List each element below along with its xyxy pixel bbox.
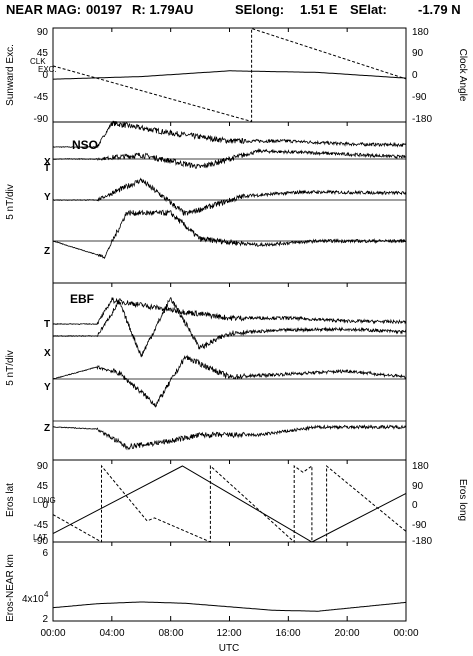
x-tick-label-1600: 16:00 <box>275 628 300 639</box>
eros-longitude-line <box>52 465 407 543</box>
nso-trace-t <box>52 120 407 149</box>
panel-dist-frame <box>52 541 407 622</box>
top-right-tick-180: 180 <box>412 27 429 38</box>
ebf-trace-t <box>52 297 407 325</box>
x-tick-label-1200: 12:00 <box>216 628 241 639</box>
x-axis-ticks <box>52 28 407 621</box>
nso-trace-label-x: X <box>44 157 51 168</box>
nso-trace-y <box>52 177 407 217</box>
top-right-tick-0: 0 <box>412 70 418 81</box>
panel-nso-frame <box>52 121 407 284</box>
ebf-ylabel: 5 nT/div <box>5 350 16 386</box>
eros-lat-label: LAT <box>33 533 47 542</box>
eros-right-tick-90: 90 <box>412 481 424 492</box>
nso-title: NSO <box>72 138 98 152</box>
eros-left-tick-90: 90 <box>37 461 49 472</box>
header-selong-label: SElong: <box>235 2 284 17</box>
top-right-tick-m90: -90 <box>412 92 427 103</box>
eros-left-tick-m90: -90 <box>34 536 49 547</box>
x-tick-label-0400: 04:00 <box>99 628 124 639</box>
ebf-trace-label-x: X <box>44 348 51 359</box>
eros-right-tick-m180: -180 <box>412 536 432 547</box>
ebf-trace-y <box>52 354 407 408</box>
top-left-tick-m45: -45 <box>34 92 49 103</box>
ebf-trace-z <box>52 424 407 451</box>
top-right-tick-m180: -180 <box>412 114 432 125</box>
panel-eros-frame <box>52 459 407 543</box>
top-left-tick-m90: -90 <box>34 114 49 125</box>
nso-trace-label-z: Z <box>44 246 50 257</box>
ebf-trace-x <box>52 297 407 358</box>
nso-trace-label-y: Y <box>44 192 51 203</box>
ebf-trace-label-y: Y <box>44 382 51 393</box>
nso-trace-label-t: T <box>44 163 50 174</box>
header-distance: R: 1.79AU <box>132 2 193 17</box>
dist-tick-2: 2 <box>42 614 48 625</box>
x-tick-label-2400: 00:00 <box>393 628 418 639</box>
eros-near-distance-line <box>52 601 407 612</box>
dist-axis-label: Eros-NEAR km <box>5 554 16 622</box>
clock-angle-line <box>52 27 407 123</box>
eros-long-label: LONG <box>33 496 56 505</box>
header-selong-value: 1.51 E <box>300 2 338 17</box>
nso-trace-x <box>52 148 407 169</box>
x-tick-label-2000: 20:00 <box>334 628 359 639</box>
top-left-tick-45: 45 <box>37 48 49 59</box>
top-left-tick-0: 0 <box>42 70 48 81</box>
header-selat-label: SElat: <box>350 2 387 17</box>
header-mission: NEAR MAG: <box>6 2 81 17</box>
top-exc-label: EXC. <box>38 65 57 74</box>
top-right-tick-90: 90 <box>412 48 424 59</box>
top-left-axis-label: Sunward Exc. <box>5 44 16 106</box>
sunward-excursion-line <box>52 70 407 80</box>
nso-trace-z <box>52 209 407 260</box>
eros-left-tick-45: 45 <box>37 481 49 492</box>
eros-left-tick-m45: -45 <box>34 520 49 531</box>
ebf-trace-label-t: T <box>44 319 50 330</box>
ebf-title: EBF <box>70 292 94 306</box>
top-left-tick-90: 90 <box>37 27 49 38</box>
eros-left-axis-label: Eros lat <box>5 483 16 517</box>
eros-right-tick-0: 0 <box>412 500 418 511</box>
header-selat-value: -1.79 N <box>418 2 461 17</box>
x-tick-label-0000: 00:00 <box>40 628 65 639</box>
dist-tick-4: 4x10 <box>22 594 44 605</box>
eros-right-axis-label: Eros long <box>457 479 468 521</box>
eros-right-tick-m90: -90 <box>412 520 427 531</box>
plot-traces <box>52 27 407 612</box>
eros-left-tick-0: 0 <box>42 500 48 511</box>
x-tick-label-0800: 08:00 <box>158 628 183 639</box>
eros-right-tick-180: 180 <box>412 461 429 472</box>
top-right-axis-label: Clock Angle <box>457 49 468 102</box>
nso-ylabel: 5 nT/div <box>5 184 16 220</box>
x-axis-title: UTC <box>219 643 240 654</box>
header-day: 00197 <box>86 2 122 17</box>
ebf-trace-label-z: Z <box>44 423 50 434</box>
dist-tick-4-exponent: 4 <box>44 590 49 599</box>
eros-latitude-line <box>52 464 407 544</box>
top-clk-label: CLK <box>30 57 46 66</box>
dist-tick-6: 6 <box>42 548 48 559</box>
